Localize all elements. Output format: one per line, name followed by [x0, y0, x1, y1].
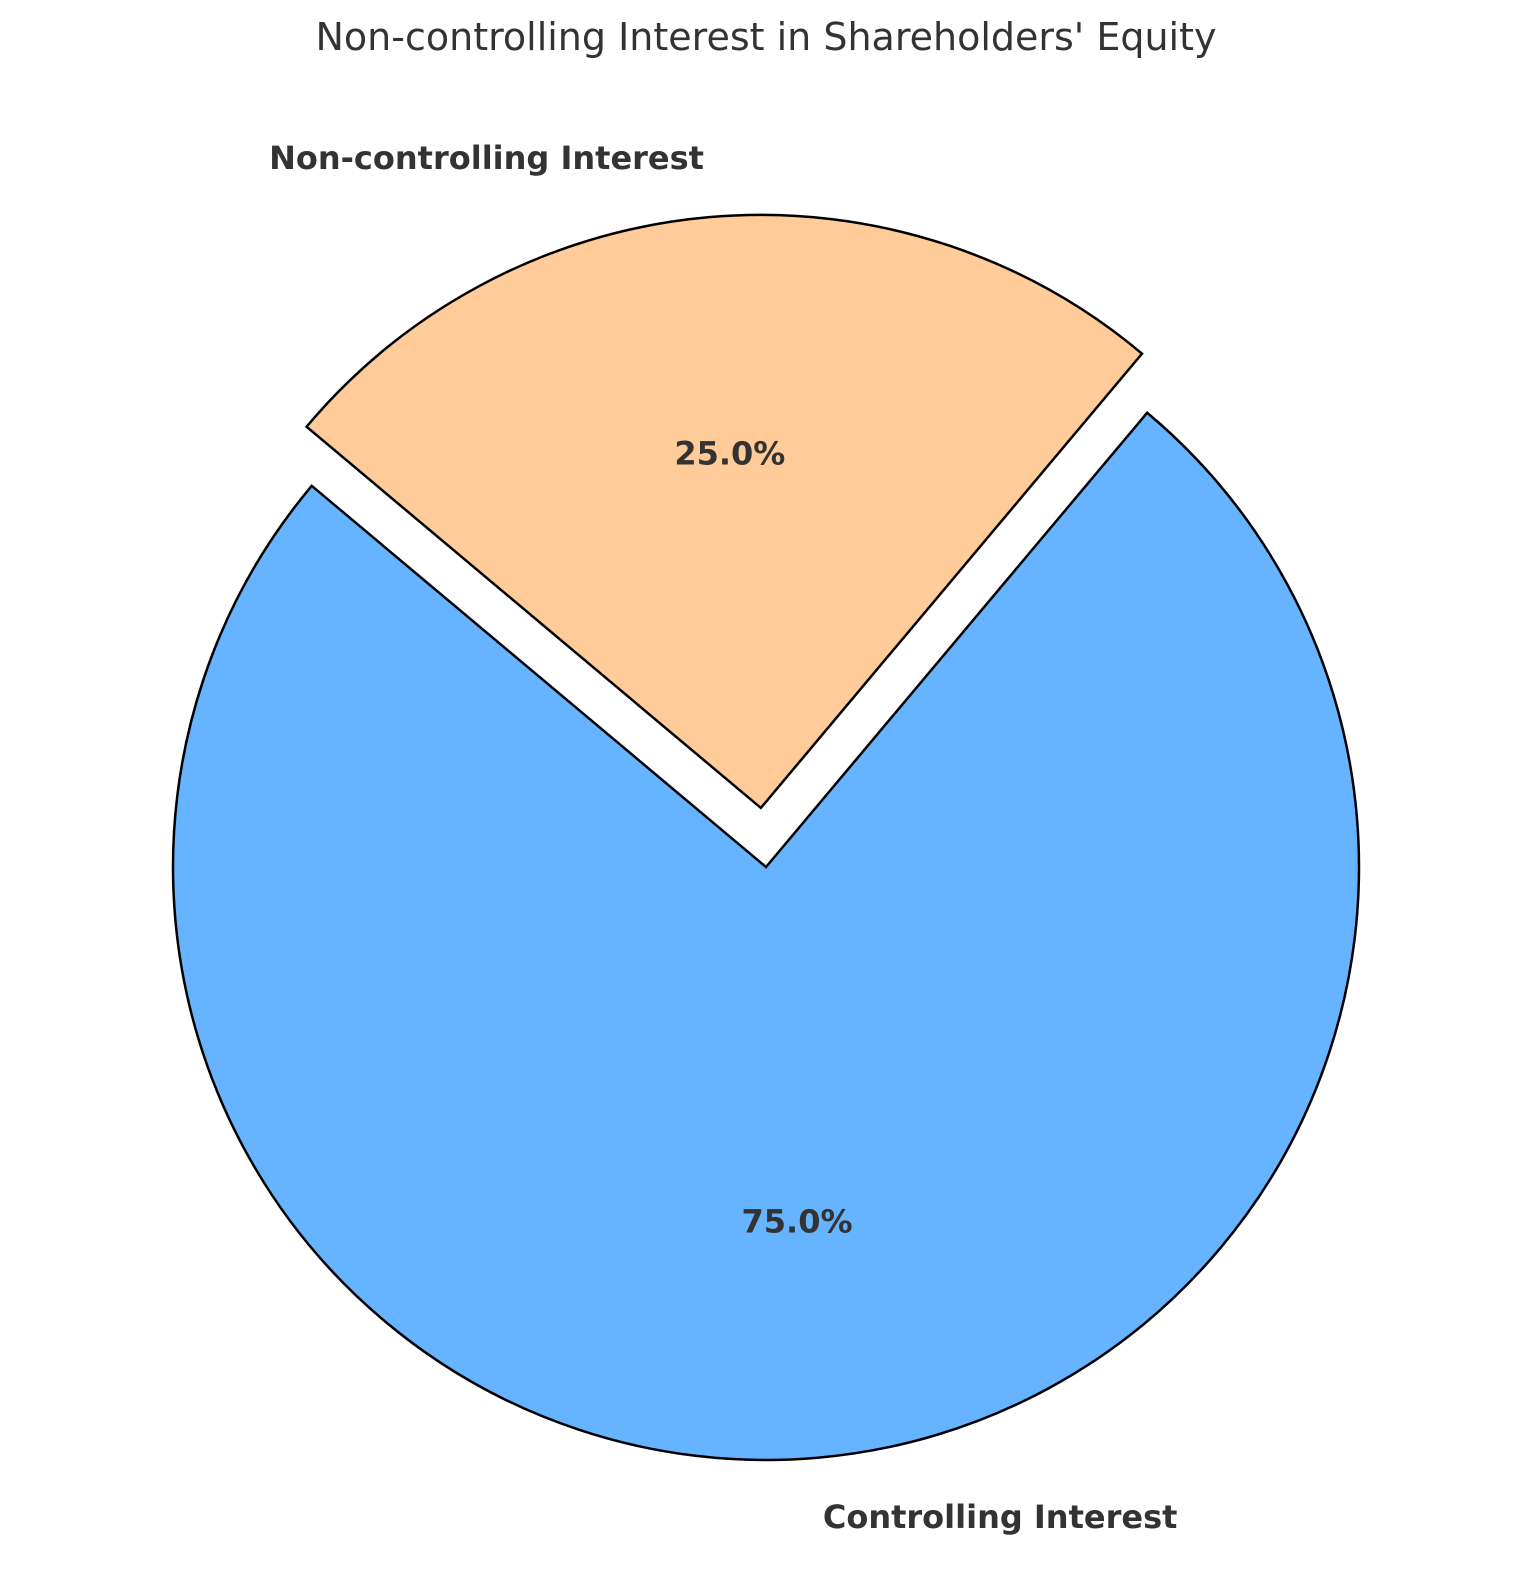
pie-slice-non-controlling-interest	[304, 213, 1144, 810]
slice-label-controlling-interest: Controlling Interest	[823, 1498, 1178, 1536]
percent-label-non-controlling-interest: 25.0%	[674, 434, 785, 472]
chart-title: Non-controlling Interest in Shareholders…	[316, 15, 1217, 59]
pie-slices	[171, 213, 1361, 1462]
pie-slice-controlling-interest	[171, 410, 1361, 1462]
slice-label-non-controlling-interest: Non-controlling Interest	[269, 139, 704, 177]
pie-labels: Controlling Interest 75.0% Non-controlling…	[269, 139, 1177, 1536]
percent-label-controlling-interest: 75.0%	[742, 1202, 853, 1240]
